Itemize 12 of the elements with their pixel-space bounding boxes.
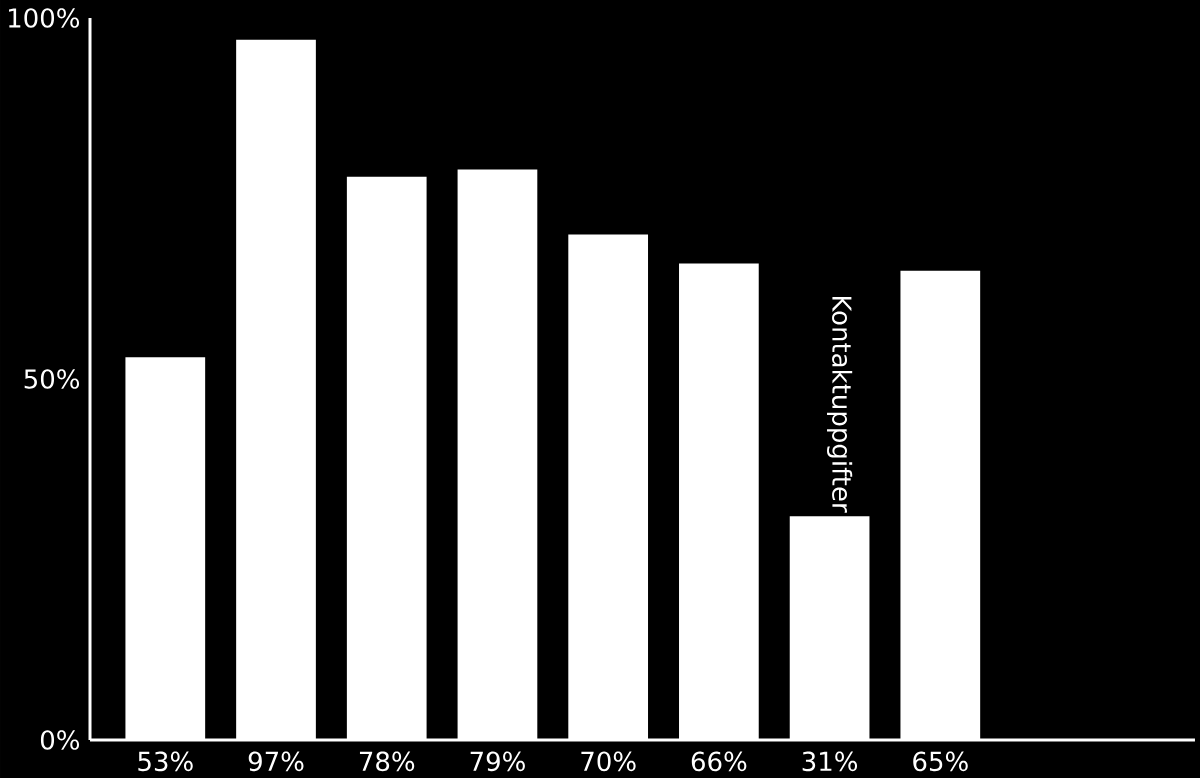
data-label: 70% [581, 751, 636, 772]
data-label: 53% [138, 751, 193, 772]
y-tick-label: 50% [24, 369, 80, 389]
data-label: 65% [913, 751, 968, 772]
y-tick-label: 0% [40, 730, 80, 750]
data-label: 78% [359, 751, 415, 772]
data-label: 79% [470, 751, 525, 772]
y-tick-label: 100% [9, 8, 80, 28]
data-label: 66% [691, 751, 747, 772]
data-label: 97% [248, 751, 304, 772]
data-label: 31% [802, 751, 858, 772]
annotation: Kontaktuppgifter [827, 296, 853, 513]
